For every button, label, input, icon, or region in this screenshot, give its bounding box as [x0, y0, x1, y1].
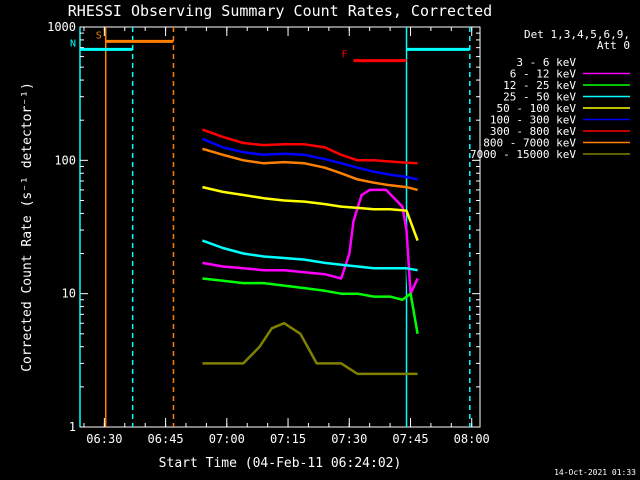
- chart-title: RHESSI Observing Summary Count Rates, Co…: [68, 2, 492, 20]
- series-line-2: [202, 277, 419, 335]
- x-axis-label: Start Time (04-Feb-11 06:24:02): [159, 456, 402, 471]
- legend-label: 6 - 12 keV: [510, 68, 577, 81]
- x-tick-label: 07:30: [331, 432, 367, 446]
- series-line-4: [202, 185, 419, 242]
- legend-label: 50 - 100 keV: [497, 102, 577, 115]
- legend-label: 3 - 6 keV: [516, 56, 576, 69]
- x-tick-label: 07:00: [209, 432, 245, 446]
- plot-frame: [79, 26, 481, 428]
- y-axis: 1 10 100 1000: [47, 20, 480, 434]
- series-line-8: [202, 321, 418, 376]
- x-tick-label: 06:30: [86, 432, 122, 446]
- series-line-0: [202, 135, 419, 376]
- interval-label: S: [96, 30, 102, 41]
- legend-label: 100 - 300 keV: [490, 114, 576, 127]
- legend-header: Att 0: [597, 39, 630, 52]
- legend-label: 7000 - 15000 keV: [470, 148, 576, 161]
- series-line-1: [202, 188, 419, 295]
- x-tick-label: 08:00: [454, 432, 490, 446]
- y-tick-label: 100: [54, 153, 76, 167]
- legend-header: Det 1,3,4,5,6,9,: [524, 28, 630, 41]
- x-tick-label: 06:45: [148, 432, 184, 446]
- y-tick-label: 10: [62, 287, 76, 301]
- legend-label: 25 - 50 keV: [503, 91, 576, 104]
- series-line-3: [201, 239, 418, 272]
- y-tick-label: 1000: [47, 20, 76, 34]
- series-line-7: [202, 147, 418, 192]
- series-line-5: [201, 137, 418, 181]
- series-line-6: [201, 128, 418, 165]
- x-axis: 06:30 06:45 07:00 07:15 07:30 07:45 08:00: [83, 27, 490, 446]
- y-tick-label: 1: [69, 420, 76, 434]
- y-axis-label: Corrected Count Rate (s⁻¹ detector⁻¹): [20, 82, 35, 372]
- legend-label: 800 - 7000 keV: [483, 137, 576, 150]
- legend-label: 12 - 25 keV: [503, 79, 576, 92]
- timestamp: 14-Oct-2021 01:33: [554, 468, 636, 477]
- legend-label: 300 - 800 keV: [490, 125, 576, 138]
- x-tick-label: 07:45: [392, 432, 428, 446]
- series-lines: [201, 128, 419, 376]
- interval-label: F: [341, 50, 347, 61]
- x-tick-label: 07:15: [270, 432, 306, 446]
- interval-bars: S N F: [70, 30, 470, 63]
- interval-label: N: [70, 38, 76, 49]
